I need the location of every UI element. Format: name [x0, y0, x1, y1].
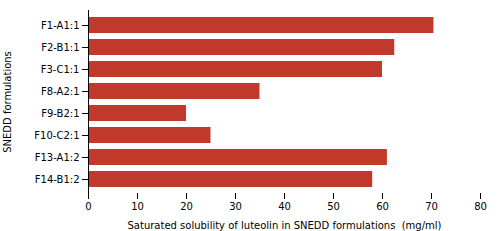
svg-text:F10-C2:1: F10-C2:1	[34, 130, 79, 141]
svg-text:F1-A1:1: F1-A1:1	[41, 20, 79, 31]
svg-text:F14-B1:2: F14-B1:2	[35, 174, 80, 185]
svg-text:30: 30	[229, 201, 242, 212]
svg-text:F2-B1:1: F2-B1:1	[41, 42, 79, 53]
svg-text:Saturated solubility of luteol: Saturated solubility of luteolin in SNED…	[128, 220, 442, 231]
svg-text:F8-A2:1: F8-A2:1	[41, 86, 79, 97]
svg-text:20: 20	[180, 201, 193, 212]
svg-text:50: 50	[327, 201, 340, 212]
svg-text:40: 40	[278, 201, 291, 212]
svg-text:F9-B2:1: F9-B2:1	[41, 108, 79, 119]
svg-text:F3-C1:1: F3-C1:1	[41, 64, 80, 75]
svg-text:80: 80	[474, 201, 487, 212]
svg-text:F13-A1:2: F13-A1:2	[35, 152, 80, 163]
svg-text:0: 0	[85, 201, 91, 212]
svg-text:SNEDD formulations: SNEDD formulations	[2, 51, 13, 153]
svg-text:60: 60	[376, 201, 389, 212]
svg-text:10: 10	[131, 201, 144, 212]
svg-text:70: 70	[425, 201, 438, 212]
